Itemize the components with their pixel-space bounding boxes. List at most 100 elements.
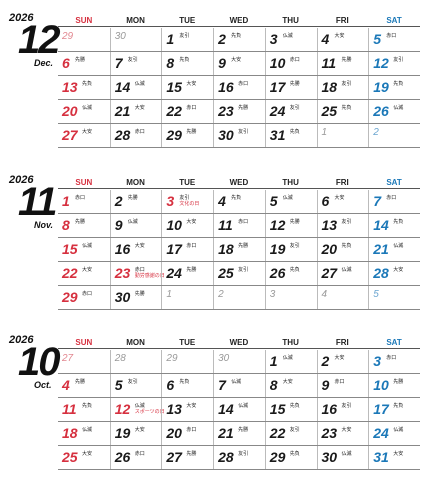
day-cell[interactable]: 19 大安	[109, 422, 162, 445]
day-cell[interactable]: 15 大安	[161, 76, 213, 99]
day-cell[interactable]: 20 先負	[316, 238, 369, 261]
day-cell[interactable]: 18 友引	[316, 76, 369, 99]
day-cell[interactable]: 14 先負	[368, 214, 420, 237]
day-cell[interactable]: 7 仏滅	[213, 374, 265, 397]
day-cell[interactable]: 16 友引	[316, 398, 369, 421]
day-cell[interactable]: 4 先勝	[58, 374, 110, 397]
day-cell[interactable]: 26 仏滅	[368, 100, 420, 123]
day-cell[interactable]: 25 友引	[213, 262, 265, 285]
day-cell[interactable]: 31 大安	[368, 446, 420, 469]
day-cell[interactable]: 29 先負	[264, 446, 317, 469]
day-cell[interactable]: 10 先勝	[368, 374, 420, 397]
day-cell[interactable]: 28 友引	[213, 446, 265, 469]
day-cell[interactable]: 6 大安	[316, 190, 369, 213]
day-cell[interactable]: 22 大安	[58, 262, 110, 285]
day-cell[interactable]: 6 先勝	[58, 52, 110, 75]
day-cell[interactable]: 1 仏滅	[264, 350, 317, 373]
day-cell[interactable]: 19 友引	[264, 238, 317, 261]
day-cell[interactable]: 13 先負	[58, 76, 110, 99]
day-cell[interactable]: 31 先負	[264, 124, 317, 147]
day-cell[interactable]: 28 赤口	[109, 124, 162, 147]
day-cell[interactable]: 25 先負	[316, 100, 369, 123]
day-cell[interactable]: 19 先負	[368, 76, 420, 99]
day-cell[interactable]: 30	[213, 350, 265, 373]
day-cell[interactable]: 23 先勝	[213, 100, 265, 123]
day-cell[interactable]: 21 仏滅	[368, 238, 420, 261]
day-cell[interactable]: 30 仏滅	[316, 446, 369, 469]
day-cell[interactable]: 27 大安	[58, 124, 110, 147]
day-cell[interactable]: 7 友引	[109, 52, 162, 75]
day-cell[interactable]: 23 赤口 勤労感謝の日	[109, 262, 165, 285]
day-cell[interactable]: 5 赤口	[368, 28, 420, 51]
day-cell[interactable]: 1	[316, 124, 369, 147]
day-cell[interactable]: 30	[109, 28, 162, 51]
day-cell[interactable]: 29 赤口	[58, 286, 110, 309]
day-cell[interactable]: 2 先負	[213, 28, 265, 51]
day-cell[interactable]: 2 大安	[316, 350, 369, 373]
day-cell[interactable]: 10 大安	[161, 214, 213, 237]
day-cell[interactable]: 12 仏滅 スポーツの日	[109, 398, 165, 421]
day-cell[interactable]: 21 先勝	[213, 422, 265, 445]
day-cell[interactable]: 25 大安	[58, 446, 110, 469]
day-cell[interactable]: 13 大安	[161, 398, 213, 421]
day-cell[interactable]: 26 赤口	[109, 446, 162, 469]
day-cell[interactable]: 27 先勝	[161, 446, 213, 469]
day-cell[interactable]: 5	[368, 286, 420, 309]
day-cell[interactable]: 28	[109, 350, 162, 373]
day-cell[interactable]: 1 友引	[161, 28, 213, 51]
day-cell[interactable]: 17 先負	[368, 398, 420, 421]
day-cell[interactable]: 9 大安	[213, 52, 265, 75]
day-cell[interactable]: 9 仏滅	[109, 214, 162, 237]
day-cell[interactable]: 11 先勝	[316, 52, 369, 75]
day-cell[interactable]: 26 先負	[264, 262, 317, 285]
day-cell[interactable]: 18 先勝	[213, 238, 265, 261]
day-cell[interactable]: 20 仏滅	[58, 100, 110, 123]
day-cell[interactable]: 3	[264, 286, 317, 309]
day-cell[interactable]: 23 大安	[316, 422, 369, 445]
day-cell[interactable]: 30 友引	[213, 124, 265, 147]
day-cell[interactable]: 7 赤口	[368, 190, 420, 213]
day-cell[interactable]: 15 先負	[264, 398, 317, 421]
day-cell[interactable]: 8 先勝	[58, 214, 110, 237]
day-cell[interactable]: 27 仏滅	[316, 262, 369, 285]
day-cell[interactable]: 22 赤口	[161, 100, 213, 123]
day-cell[interactable]: 24 先勝	[161, 262, 213, 285]
day-cell[interactable]: 3 友引 文化の日	[161, 190, 213, 213]
day-cell[interactable]: 18 仏滅	[58, 422, 110, 445]
day-cell[interactable]: 16 赤口	[213, 76, 265, 99]
day-cell[interactable]: 17 赤口	[161, 238, 213, 261]
day-cell[interactable]: 24 仏滅	[368, 422, 420, 445]
day-cell[interactable]: 13 友引	[316, 214, 369, 237]
day-cell[interactable]: 11 先負	[58, 398, 110, 421]
day-cell[interactable]: 29 先勝	[161, 124, 213, 147]
day-cell[interactable]: 14 仏滅	[213, 398, 265, 421]
day-cell[interactable]: 29	[58, 28, 110, 51]
day-cell[interactable]: 10 赤口	[264, 52, 317, 75]
day-cell[interactable]: 5 仏滅	[264, 190, 317, 213]
day-cell[interactable]: 9 赤口	[316, 374, 369, 397]
day-cell[interactable]: 24 友引	[264, 100, 317, 123]
day-cell[interactable]: 2 先勝	[109, 190, 162, 213]
day-cell[interactable]: 28 大安	[368, 262, 420, 285]
day-cell[interactable]: 6 先負	[161, 374, 213, 397]
day-cell[interactable]: 15 仏滅	[58, 238, 110, 261]
day-cell[interactable]: 30 先勝	[109, 286, 162, 309]
day-cell[interactable]: 20 赤口	[161, 422, 213, 445]
day-cell[interactable]: 1	[161, 286, 213, 309]
day-cell[interactable]: 4 先負	[213, 190, 265, 213]
day-cell[interactable]: 3 赤口	[368, 350, 420, 373]
day-cell[interactable]: 3 仏滅	[264, 28, 317, 51]
day-cell[interactable]: 12 先勝	[264, 214, 317, 237]
day-cell[interactable]: 21 大安	[109, 100, 162, 123]
day-cell[interactable]: 11 赤口	[213, 214, 265, 237]
day-cell[interactable]: 2	[368, 124, 420, 147]
day-cell[interactable]: 22 友引	[264, 422, 317, 445]
day-cell[interactable]: 16 大安	[109, 238, 162, 261]
day-cell[interactable]: 1 赤口	[58, 190, 110, 213]
day-cell[interactable]: 2	[213, 286, 265, 309]
day-cell[interactable]: 14 仏滅	[109, 76, 162, 99]
day-cell[interactable]: 4 大安	[316, 28, 369, 51]
day-cell[interactable]: 29	[161, 350, 213, 373]
day-cell[interactable]: 4	[316, 286, 369, 309]
day-cell[interactable]: 8 先負	[161, 52, 213, 75]
